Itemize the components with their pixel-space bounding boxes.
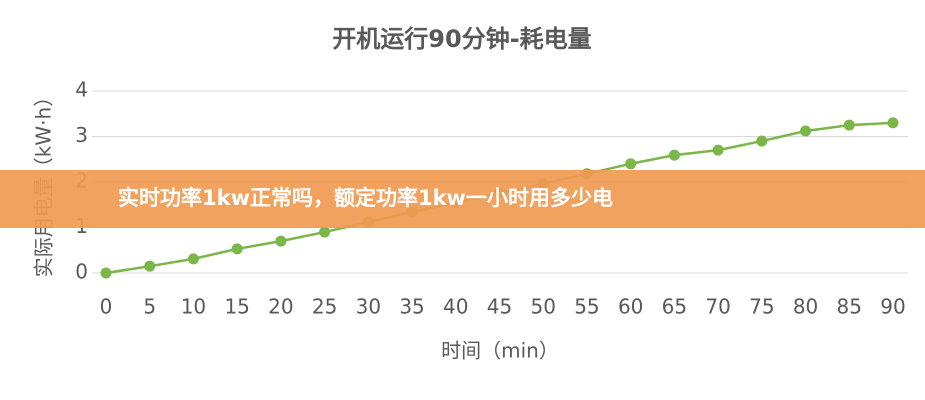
- x-tick-label: 20: [268, 295, 293, 319]
- x-tick-label: 5: [143, 295, 156, 319]
- banner-title: 实时功率1kw正常吗，额定功率1kw一小时用多少电: [118, 186, 613, 210]
- point: [712, 144, 724, 156]
- chart-title: 开机运行90分钟-耗电量: [332, 25, 591, 53]
- x-tick-label: 80: [793, 295, 818, 319]
- y-tick-label: 3: [75, 123, 88, 147]
- x-tick-label: 90: [880, 295, 905, 319]
- x-tick-label: 65: [662, 295, 687, 319]
- point: [800, 125, 812, 137]
- x-tick-label: 85: [837, 295, 862, 319]
- point: [625, 158, 637, 170]
- x-axis-label: 时间（min）: [441, 339, 559, 363]
- point: [887, 117, 899, 129]
- banner: [0, 170, 925, 228]
- point: [319, 226, 331, 238]
- point: [231, 243, 243, 255]
- x-tick-label: 70: [705, 295, 730, 319]
- point: [843, 119, 855, 131]
- x-tick-label: 30: [356, 295, 381, 319]
- x-tick-label: 15: [224, 295, 249, 319]
- point: [756, 135, 768, 147]
- x-tick-label: 60: [618, 295, 643, 319]
- x-tick-label: 35: [399, 295, 424, 319]
- x-tick-label: 25: [312, 295, 337, 319]
- point: [100, 267, 112, 279]
- x-tick-label: 45: [487, 295, 512, 319]
- point: [144, 260, 156, 272]
- point: [668, 149, 680, 161]
- y-tick-label: 0: [75, 260, 88, 284]
- x-tick-label: 0: [100, 295, 113, 319]
- x-tick-label: 75: [749, 295, 774, 319]
- point: [275, 235, 287, 247]
- x-tick-label: 55: [574, 295, 599, 319]
- x-tick-label: 50: [530, 295, 555, 319]
- x-tick-label: 40: [443, 295, 468, 319]
- point: [187, 253, 199, 265]
- x-tick-label: 10: [181, 295, 206, 319]
- y-tick-label: 4: [75, 78, 88, 102]
